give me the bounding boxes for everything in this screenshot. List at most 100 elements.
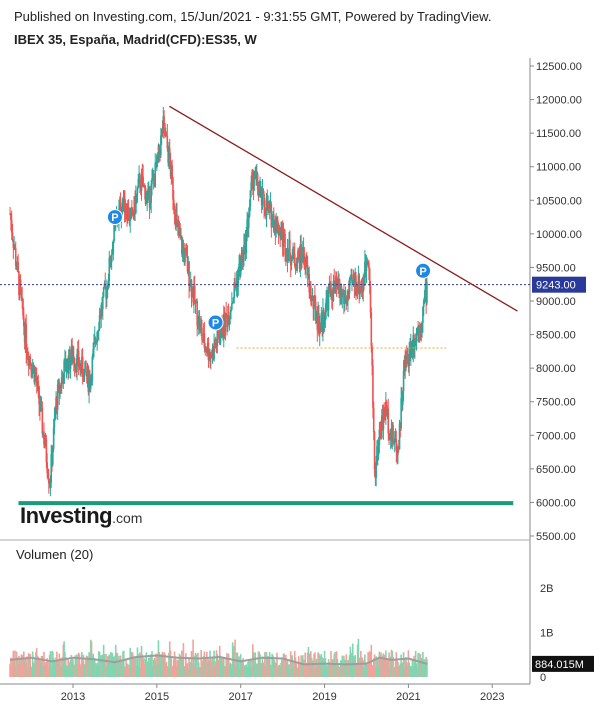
volume-bar <box>40 656 43 677</box>
candle-body <box>276 219 279 233</box>
candle-body <box>283 232 286 235</box>
candle-body <box>62 376 65 384</box>
candle-body <box>52 448 54 465</box>
candle-body <box>216 329 219 347</box>
candle-body <box>309 285 311 293</box>
candle-body <box>415 333 418 342</box>
volume-bar <box>399 663 402 677</box>
volume-bar <box>307 647 310 677</box>
candle-body <box>398 423 401 450</box>
candle-body <box>77 350 80 367</box>
volume-bar <box>70 654 73 677</box>
volume-bar <box>32 666 35 677</box>
volume-bar <box>157 640 160 677</box>
candle-body <box>49 482 52 486</box>
volume-bar <box>216 654 219 677</box>
candle-body <box>236 278 239 287</box>
candle-body <box>40 404 43 408</box>
candle-body <box>308 274 311 293</box>
candle-body <box>210 353 212 358</box>
volume-bar <box>82 654 85 677</box>
candle-body <box>345 300 348 305</box>
volume-bar <box>164 663 167 677</box>
candle-body <box>184 249 186 263</box>
volume-bar <box>393 666 396 677</box>
volume-bar <box>306 662 308 677</box>
volume-bar <box>161 651 164 677</box>
volume-bar <box>366 664 369 677</box>
volume-bar <box>68 666 70 677</box>
candle-body <box>245 230 248 254</box>
volume-bar <box>256 664 259 677</box>
candle-body <box>393 438 396 443</box>
candle-body <box>65 370 68 372</box>
volume-bar <box>358 658 361 677</box>
candle-body <box>10 220 13 233</box>
candle-body <box>323 320 326 325</box>
candle-body <box>79 364 82 369</box>
candle-body <box>419 332 422 334</box>
volume-bar <box>247 659 250 677</box>
candle-body <box>390 431 393 439</box>
volume-bar <box>259 654 261 677</box>
volume-bar <box>110 652 112 677</box>
candle-body <box>343 298 346 304</box>
candle-body <box>326 298 328 300</box>
volume-bar <box>224 665 227 677</box>
candle-body <box>289 261 292 266</box>
candle-body <box>105 288 107 299</box>
candle-body <box>203 333 206 348</box>
candle-body <box>110 262 112 268</box>
volume-bar <box>251 644 254 677</box>
candle-body <box>297 250 299 262</box>
volume-bar <box>308 654 311 677</box>
candle-body <box>102 286 105 297</box>
candle-body <box>288 239 290 251</box>
volume-bar <box>81 651 83 677</box>
candle-body <box>268 204 271 208</box>
candle-body <box>174 214 177 226</box>
volume-bar <box>46 658 48 677</box>
candle-body <box>81 356 83 371</box>
volume-bar <box>43 661 46 677</box>
volume-bar <box>80 663 82 677</box>
volume-bar <box>35 652 37 677</box>
candle-body <box>106 285 108 299</box>
candle-body <box>386 408 389 416</box>
volume-bar <box>235 666 237 677</box>
volume-bar <box>322 659 325 677</box>
volume-bar <box>402 652 405 677</box>
volume-bar <box>222 658 225 677</box>
candle-body <box>273 223 276 232</box>
volume-bar <box>129 647 132 677</box>
candle-body <box>109 257 111 268</box>
volume-bar <box>287 664 290 677</box>
candle-body <box>177 226 180 236</box>
volume-bar <box>60 657 62 677</box>
volume-bar <box>391 650 394 677</box>
candle-body <box>421 322 423 328</box>
candle-body <box>280 233 282 239</box>
candle-body <box>260 187 263 206</box>
candle-body <box>381 415 383 438</box>
candle-body <box>143 185 145 188</box>
volume-bar <box>130 656 132 677</box>
volume-bar <box>113 659 115 677</box>
volume-bar <box>132 658 135 677</box>
volume-bar <box>339 666 341 677</box>
candle-body <box>25 323 28 353</box>
volume-bar <box>116 652 119 677</box>
volume-bar <box>143 663 146 677</box>
volume-bar <box>69 659 72 677</box>
volume-bar <box>101 654 103 677</box>
candle-body <box>35 371 37 379</box>
logo-suffix: .com <box>112 510 143 526</box>
candle-body <box>347 291 349 302</box>
volume-bar <box>15 651 18 677</box>
volume-bar <box>401 662 403 677</box>
candle-body <box>306 258 308 266</box>
volume-bar <box>247 661 249 677</box>
volume-bar <box>209 650 211 677</box>
candle-body <box>260 187 262 189</box>
